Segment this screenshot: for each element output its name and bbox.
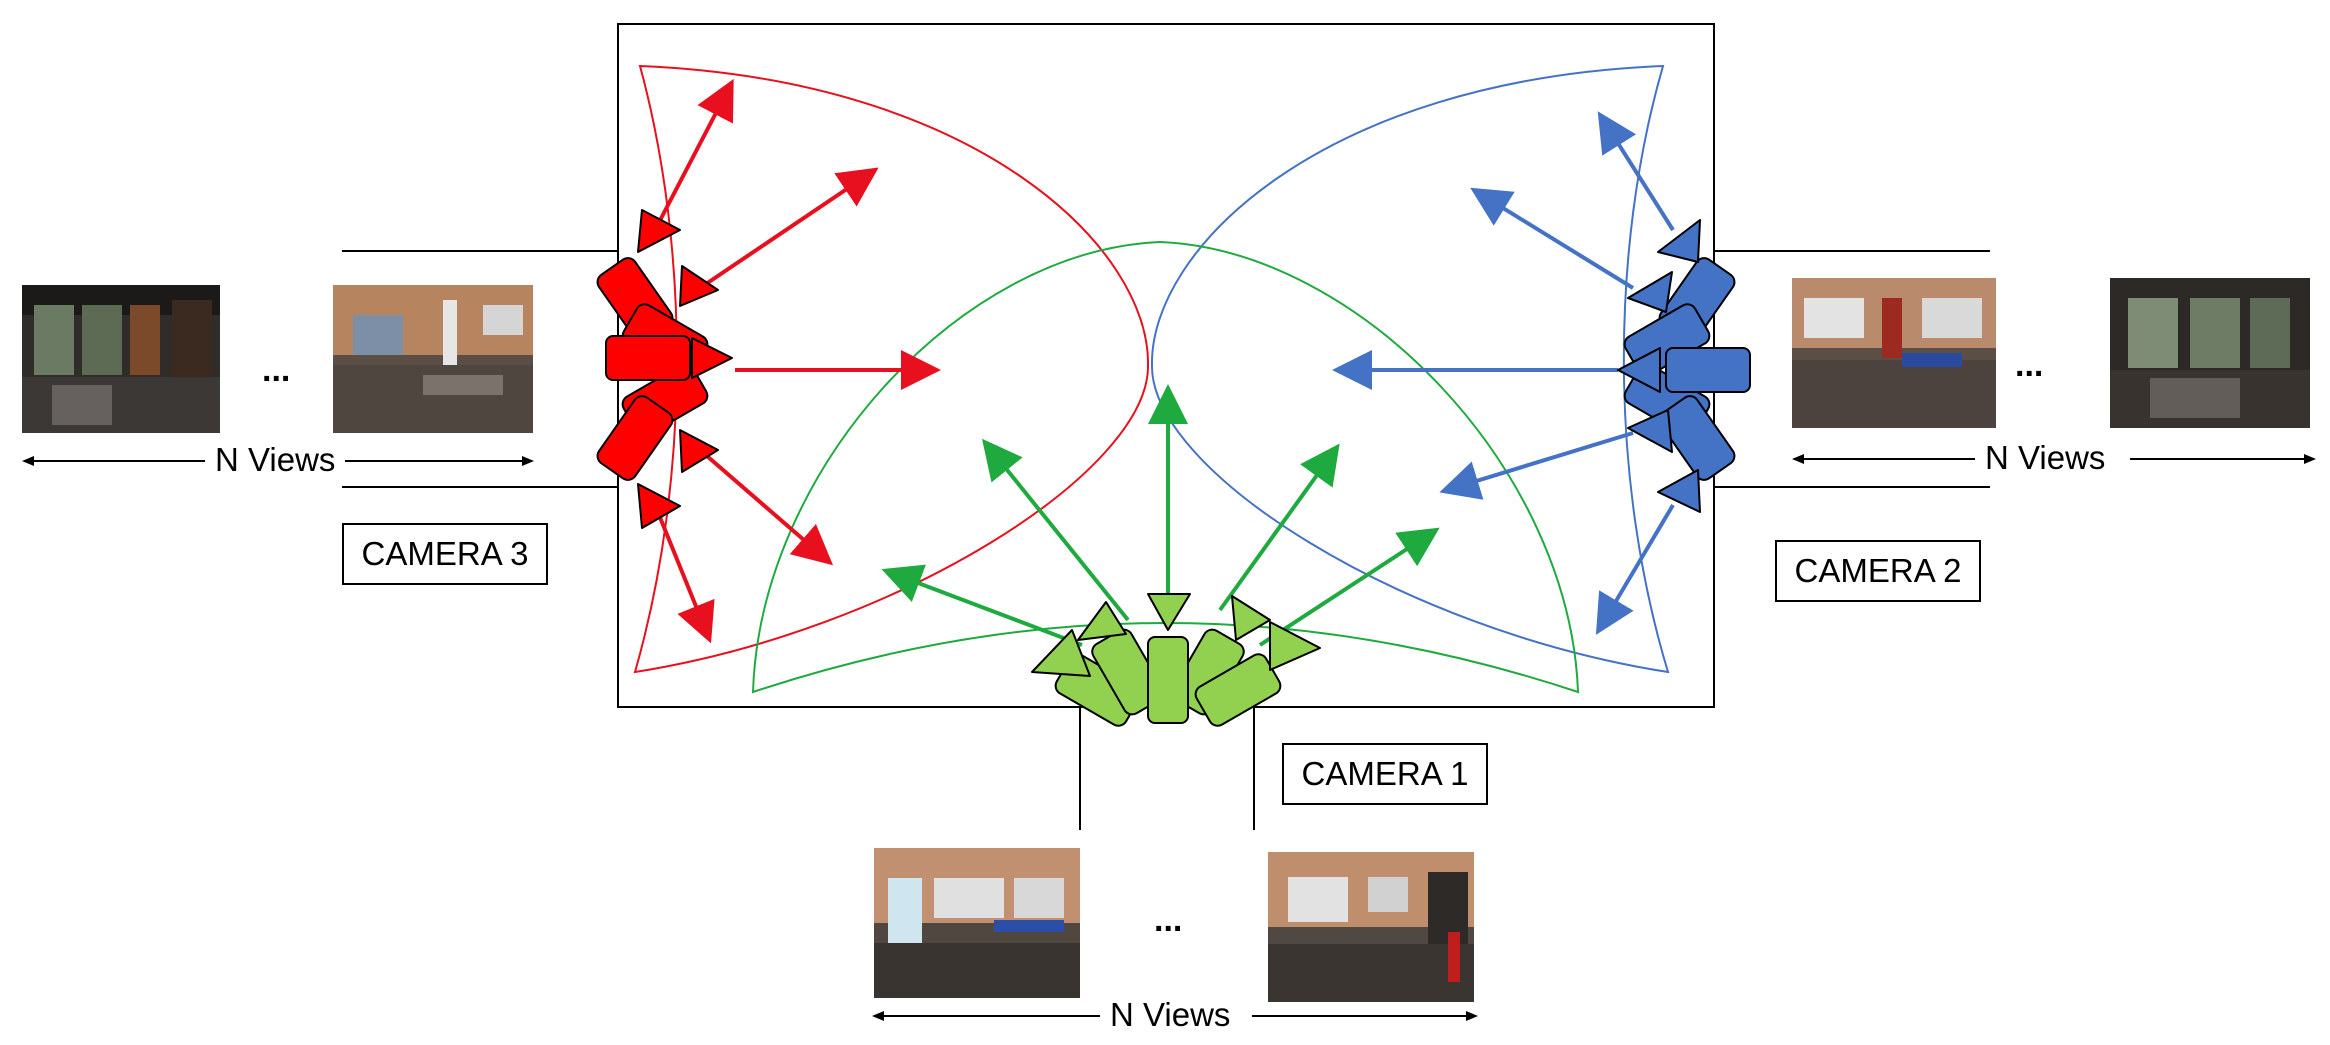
camera2-n-views-label: N Views <box>1975 438 2116 478</box>
camera1-fan <box>1031 593 1321 727</box>
camera3-n-views-label: N Views <box>205 440 346 480</box>
camera1-label-text: CAMERA 1 <box>1301 755 1469 792</box>
camera3-view-thumbnail-first <box>22 285 220 433</box>
camera3-view-thumbnail-last <box>333 285 533 433</box>
camera1-view-thumbnail-last <box>1268 852 1474 1002</box>
camera3-label: CAMERA 3 <box>342 523 548 585</box>
camera1-label: CAMERA 1 <box>1282 743 1488 805</box>
camera3-fan <box>596 209 733 529</box>
camera3-views-ellipsis: ... <box>262 351 291 389</box>
camera1-view-thumbnail-first <box>874 848 1080 998</box>
camera2-views-ellipsis: ... <box>2015 346 2044 384</box>
camera2-view-thumbnail-last <box>2110 278 2310 428</box>
camera3-view-rays <box>653 78 941 644</box>
camera1-views-ellipsis: ... <box>1154 901 1183 939</box>
camera1-n-views-label: N Views <box>1100 995 1241 1035</box>
camera3-label-text: CAMERA 3 <box>361 535 529 572</box>
camera2-fan <box>1617 219 1751 513</box>
camera2-view-thumbnail-first <box>1792 278 1996 428</box>
camera1-field-of-view <box>751 240 1580 694</box>
camera2-label: CAMERA 2 <box>1775 540 1981 602</box>
camera2-view-rays <box>1332 111 1675 635</box>
camera2-label-text: CAMERA 2 <box>1794 552 1962 589</box>
camera1-view-rays <box>881 384 1440 647</box>
camera2-field-of-view <box>1150 64 1670 674</box>
